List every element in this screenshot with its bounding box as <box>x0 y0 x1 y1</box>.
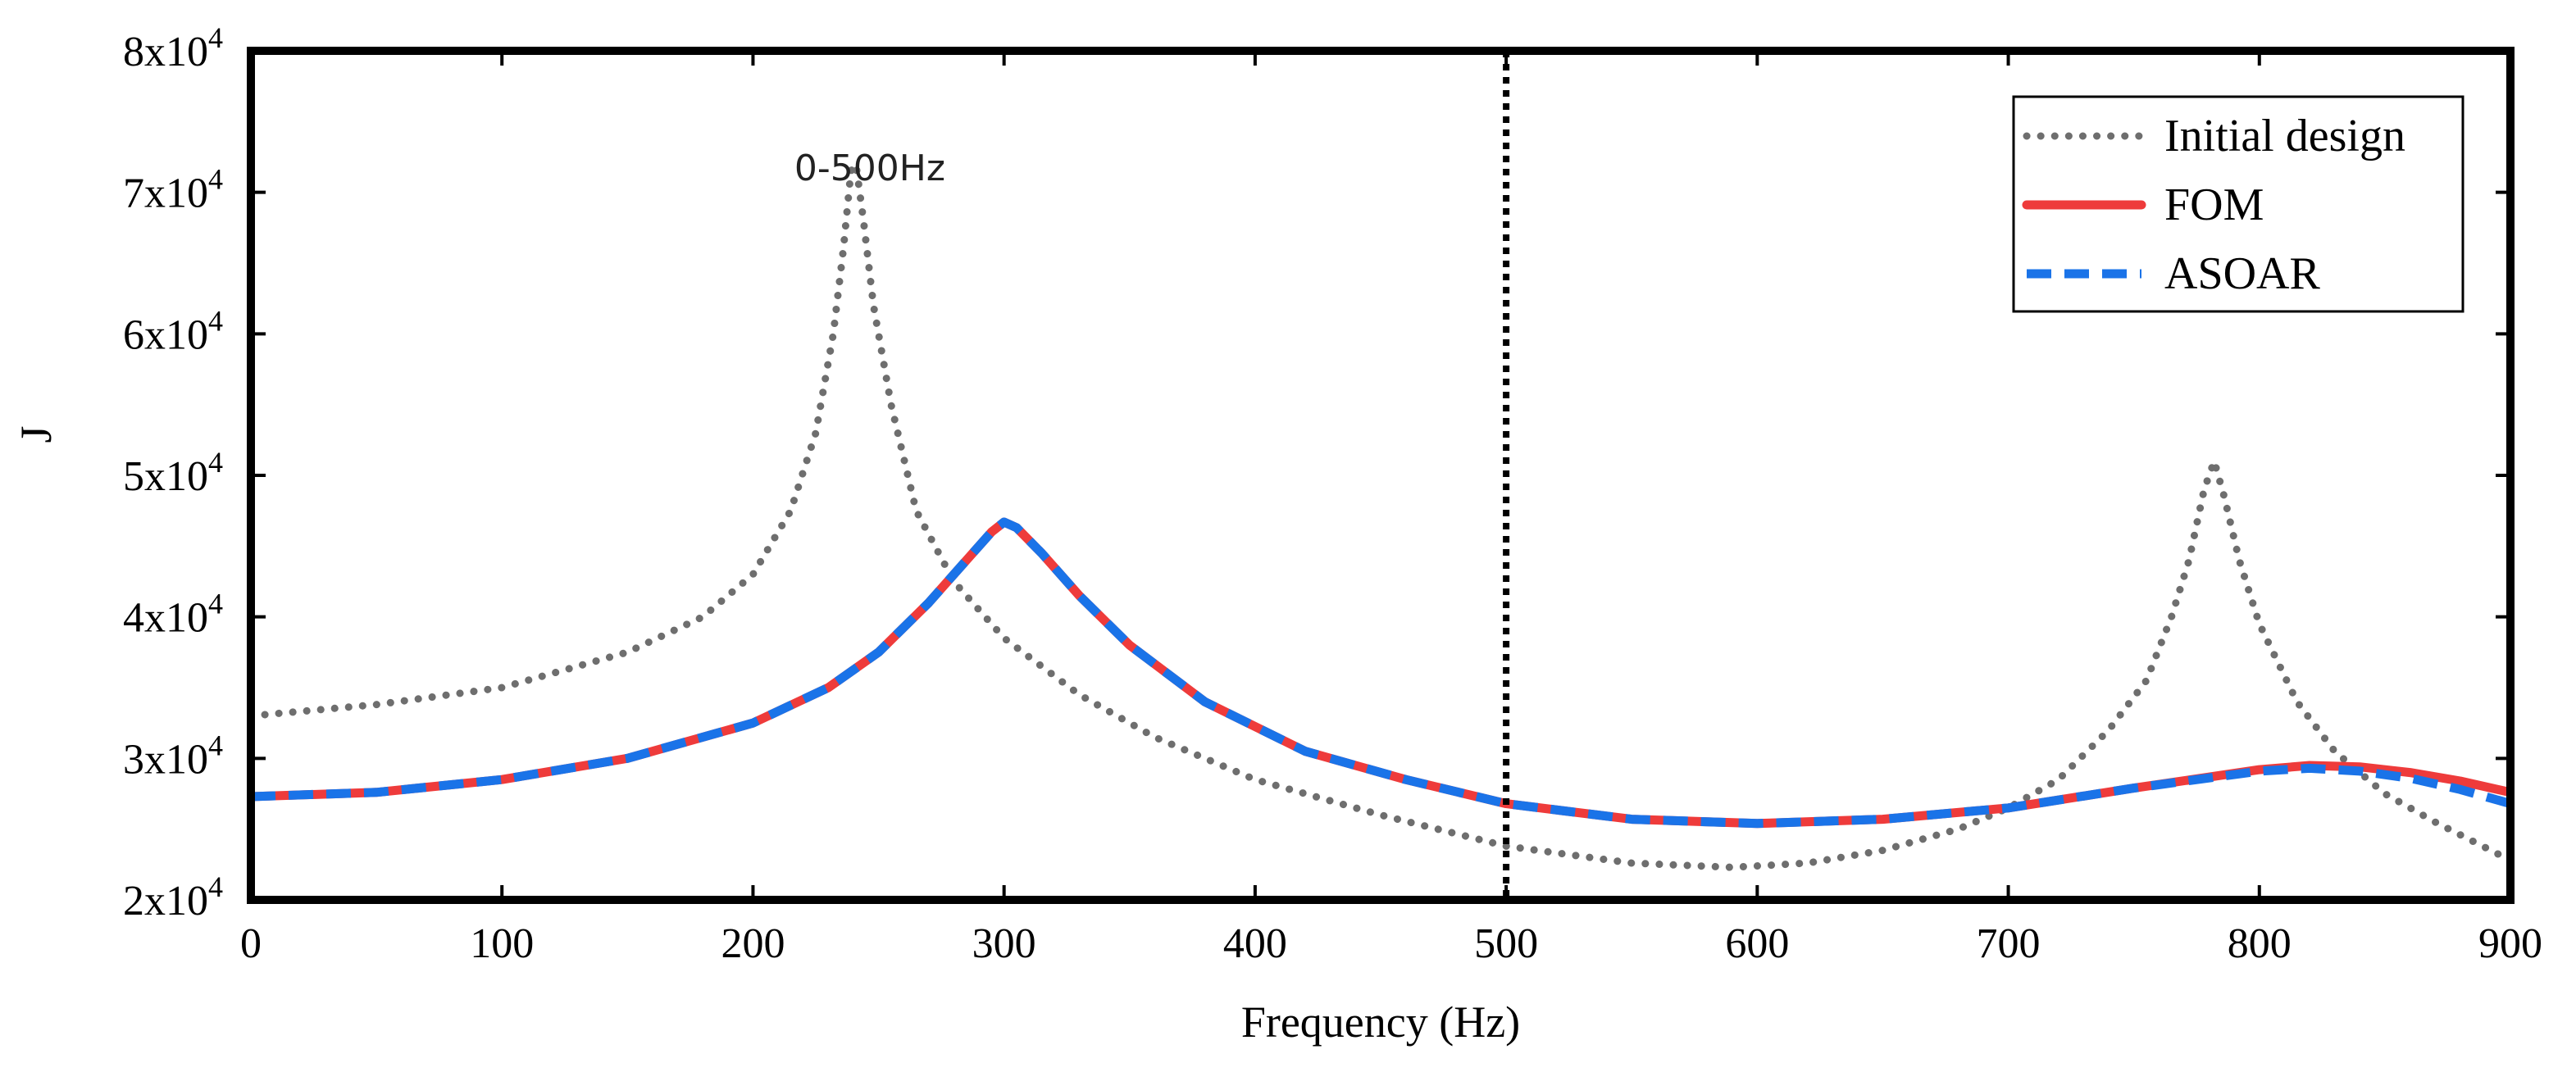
x-tick-label: 600 <box>1725 920 1789 967</box>
legend-label-asoar: ASOAR <box>2164 248 2320 299</box>
x-tick-label: 0 <box>240 920 262 967</box>
x-tick-label: 100 <box>470 920 534 967</box>
x-tick-label: 400 <box>1223 920 1287 967</box>
y-tick-label: 3x104 <box>123 729 223 783</box>
series-line-asoar <box>251 517 2510 829</box>
legend-label-fom: FOM <box>2164 179 2264 230</box>
y-tick-label: 8x104 <box>123 21 223 75</box>
y-tick-label: 7x104 <box>123 163 223 217</box>
series-line-initial-design <box>251 160 2510 871</box>
x-tick-label: 800 <box>2228 920 2292 967</box>
legend: Initial design FOM ASOAR <box>2012 95 2464 313</box>
x-tick-label: 200 <box>721 920 785 967</box>
y-tick-labels: 2x104 3x104 4x104 5x104 6x104 7x104 8x104 <box>123 21 223 924</box>
x-axis-title: Frequency (Hz) <box>1241 997 1520 1047</box>
y-tick-label: 6x104 <box>123 304 223 358</box>
legend-label-initial-design: Initial design <box>2164 111 2405 161</box>
x-tick-label: 500 <box>1474 920 1538 967</box>
x-tick-label: 300 <box>972 920 1036 967</box>
x-tick-label: 900 <box>2478 920 2542 967</box>
annotation-label: 0-500Hz <box>794 148 945 189</box>
y-tick-label: 5x104 <box>123 446 223 500</box>
y-axis-title: J <box>11 425 61 443</box>
x-tick-labels: 0 100 200 300 400 500 600 700 800 900 <box>240 920 2542 967</box>
y-tick-label: 4x104 <box>123 588 223 642</box>
plot-frame <box>247 47 2515 904</box>
x-tick-label: 700 <box>1977 920 2041 967</box>
y-tick-label: 2x104 <box>123 870 223 924</box>
series-layer <box>251 160 2510 871</box>
